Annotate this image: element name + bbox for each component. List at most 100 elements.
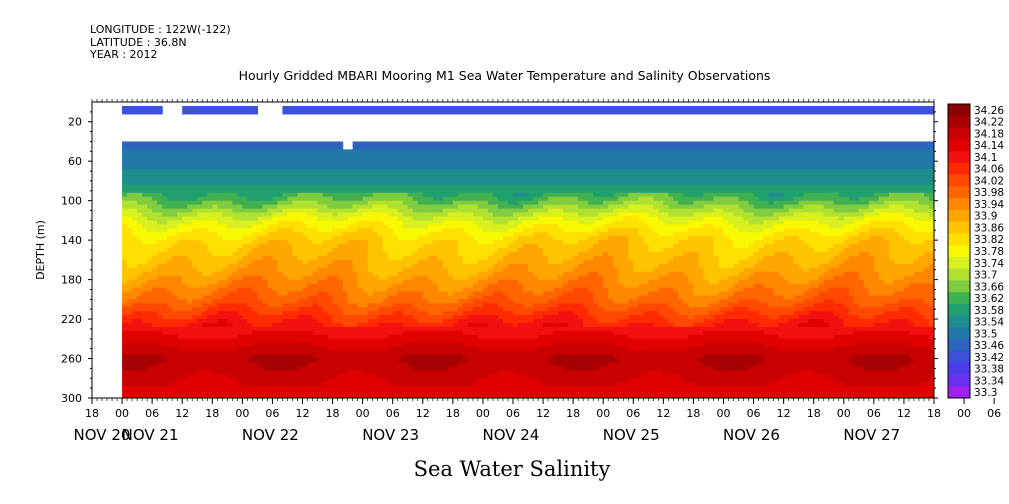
heatmap-cell xyxy=(142,323,148,328)
heatmap-cell xyxy=(222,224,228,229)
heatmap-cell xyxy=(222,394,228,398)
heatmap-cell xyxy=(127,295,133,300)
heatmap-cell xyxy=(142,354,148,360)
heatmap-cell xyxy=(452,212,459,218)
heatmap-cell xyxy=(412,240,419,245)
heatmap-cell xyxy=(197,196,203,202)
heatmap-cell xyxy=(142,275,148,281)
heatmap-cell xyxy=(342,251,349,257)
heatmap-cell xyxy=(367,283,374,289)
heatmap-cell xyxy=(472,180,479,186)
heatmap-cell xyxy=(272,216,279,221)
heatmap-cell xyxy=(297,350,304,356)
heatmap-cell xyxy=(457,244,464,249)
heatmap-cell xyxy=(352,323,359,328)
heatmap-cell xyxy=(357,299,364,304)
heatmap-cell xyxy=(297,244,304,249)
heatmap-cell xyxy=(382,200,389,206)
heatmap-cell xyxy=(282,161,289,166)
heatmap-cell xyxy=(487,382,494,387)
heatmap-cell xyxy=(152,275,158,281)
heatmap-cell xyxy=(387,390,394,395)
heatmap-cell xyxy=(182,149,188,154)
heatmap-cell xyxy=(147,323,153,328)
heatmap-cell xyxy=(232,362,238,368)
heatmap-cell xyxy=(472,259,479,265)
heatmap-cell xyxy=(447,208,454,214)
heatmap-cell xyxy=(322,346,329,352)
heatmap-cell xyxy=(132,346,138,352)
heatmap-cell xyxy=(187,295,193,300)
heatmap-cell xyxy=(147,145,153,150)
heatmap-cell xyxy=(422,378,429,383)
heatmap-cell xyxy=(232,184,238,190)
heatmap-cell xyxy=(392,291,399,296)
heatmap-cell xyxy=(257,255,263,261)
heatmap-cell xyxy=(232,326,238,332)
heatmap-cell xyxy=(367,157,374,162)
heatmap-cell xyxy=(427,283,434,289)
heatmap-cell xyxy=(162,200,168,206)
heatmap-cell xyxy=(207,394,213,398)
heatmap-cell xyxy=(377,192,384,198)
heatmap-cell xyxy=(172,354,178,360)
heatmap-cell xyxy=(167,153,173,158)
heatmap-cell xyxy=(362,326,369,332)
heatmap-cell xyxy=(442,350,449,356)
heatmap-cell xyxy=(132,232,138,237)
heatmap-cell xyxy=(252,386,258,391)
heatmap-cell xyxy=(342,153,349,158)
heatmap-cell xyxy=(302,299,309,304)
heatmap-cell xyxy=(282,326,289,332)
heatmap-cell xyxy=(227,275,233,281)
heatmap-cell xyxy=(227,184,233,190)
heatmap-cell xyxy=(402,196,409,202)
heatmap-cell xyxy=(382,283,389,289)
heatmap-cell xyxy=(122,354,128,360)
heatmap-cell xyxy=(237,180,243,186)
heatmap-cell xyxy=(157,204,163,210)
heatmap-cell xyxy=(487,287,494,293)
heatmap-cell xyxy=(307,153,314,158)
heatmap-cell xyxy=(167,224,173,229)
heatmap-cell xyxy=(337,232,344,237)
heatmap-cell xyxy=(162,141,168,147)
heatmap-cell xyxy=(287,366,294,371)
heatmap-cell xyxy=(457,390,464,395)
heatmap-cell xyxy=(147,153,153,158)
heatmap-cell xyxy=(207,149,213,154)
heatmap-cell xyxy=(282,192,289,198)
heatmap-cell xyxy=(252,394,258,398)
heatmap-cell xyxy=(447,358,454,364)
heatmap-cell xyxy=(322,279,329,285)
heatmap-cell xyxy=(182,362,188,368)
heatmap-cell xyxy=(217,251,223,257)
heatmap-cell xyxy=(482,390,489,395)
heatmap-cell xyxy=(392,279,399,285)
heatmap-cell xyxy=(262,374,269,379)
heatmap-cell xyxy=(357,220,364,225)
heatmap-cell xyxy=(132,224,138,229)
heatmap-cell xyxy=(217,334,223,340)
heatmap-cell xyxy=(337,176,344,182)
heatmap-cell xyxy=(382,173,389,178)
heatmap-cell xyxy=(397,220,404,225)
heatmap-cell xyxy=(147,390,153,395)
heatmap-cell xyxy=(152,295,158,300)
heatmap-cell xyxy=(462,176,469,182)
heatmap-cell xyxy=(282,275,289,281)
heatmap-cell xyxy=(477,204,484,210)
heatmap-cell xyxy=(167,346,173,352)
heatmap-cell xyxy=(407,105,414,111)
heatmap-cell xyxy=(192,283,198,289)
heatmap-cell xyxy=(392,251,399,257)
heatmap-cell xyxy=(337,188,344,194)
heatmap-cell xyxy=(492,180,499,186)
heatmap-cell xyxy=(437,271,444,277)
heatmap-cell xyxy=(267,291,274,296)
heatmap-cell xyxy=(167,358,173,364)
heatmap-cell xyxy=(262,366,269,371)
heatmap-cell xyxy=(462,141,469,147)
heatmap-cell xyxy=(322,248,329,253)
heatmap-cell xyxy=(482,149,489,154)
